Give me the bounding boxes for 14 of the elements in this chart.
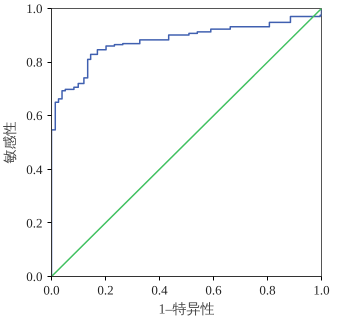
y-tick-label: 1.0: [26, 1, 42, 16]
x-axis-title: 1–特异性: [158, 302, 214, 318]
y-tick-label: 0.4: [26, 162, 43, 177]
y-tick-label: 0.8: [26, 54, 42, 70]
x-tick-label: 0.2: [97, 282, 114, 298]
x-tick-label: 0.4: [151, 282, 168, 298]
y-tick-label: 0.0: [26, 269, 42, 284]
x-tick-label: 0.6: [205, 282, 222, 298]
x-tick-label: 1.0: [313, 282, 330, 298]
y-tick-label: 0.6: [26, 108, 43, 124]
y-axis-title: 敏感性: [2, 122, 18, 164]
x-tick-label: 0.0: [43, 282, 60, 298]
x-tick-label: 0.8: [259, 282, 276, 298]
y-tick-label: 0.2: [26, 215, 42, 230]
